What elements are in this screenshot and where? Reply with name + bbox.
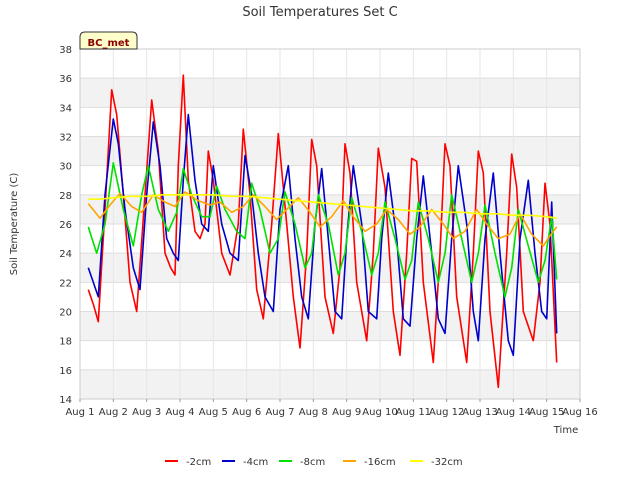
x-tick-label: Aug 16	[562, 407, 597, 418]
legend-item: -8cm	[279, 457, 325, 468]
legend-item: -16cm	[343, 457, 396, 468]
x-tick-label: Aug 14	[496, 407, 531, 418]
y-tick-label: 16	[59, 366, 72, 377]
x-tick-label: Aug 13	[462, 407, 497, 418]
x-tick-label: Aug 4	[165, 407, 194, 418]
y-tick-label: 26	[59, 220, 72, 231]
legend-label: -16cm	[364, 457, 396, 468]
background-band	[80, 78, 580, 108]
y-tick-label: 28	[59, 191, 72, 202]
y-tick-label: 36	[59, 74, 72, 85]
legend-item: -4cm	[222, 457, 268, 468]
y-axis-ticks: 14 16 18 20 22 24 26 28 30 32 34 36 38	[59, 45, 72, 406]
series-line-32cm	[88, 194, 557, 219]
y-axis-label: Soil Temperature (C)	[9, 173, 20, 276]
x-tick-label: Aug 7	[265, 407, 294, 418]
legend-label: -8cm	[300, 457, 325, 468]
x-axis-label: Time	[553, 425, 578, 436]
legend-item: -32cm	[410, 457, 463, 468]
series-line-4cm	[87, 113, 558, 357]
y-tick-label: 38	[59, 45, 72, 56]
x-tick-label: Aug 1	[65, 407, 94, 418]
plot-background-bands	[80, 78, 580, 399]
badge-label: BC_met	[88, 38, 130, 49]
series-line-2cm	[87, 74, 558, 389]
x-tick-label: Aug 15	[529, 407, 564, 418]
x-tick-label: Aug 6	[232, 407, 261, 418]
y-tick-label: 34	[59, 103, 72, 114]
background-band	[80, 369, 580, 399]
series-line-16cm	[87, 191, 558, 247]
y-tick-label: 22	[59, 278, 72, 289]
badge-box	[79, 31, 138, 50]
x-tick-label: Aug 11	[396, 407, 431, 418]
x-tick-label: Aug 3	[132, 407, 161, 418]
legend-label: -2cm	[186, 457, 211, 468]
y-tick-label: 14	[59, 395, 72, 406]
y-tick-label: 20	[59, 308, 72, 319]
badge: BC_met	[79, 31, 138, 50]
y-tick-label: 18	[59, 337, 72, 348]
x-tick-label: Aug 12	[429, 407, 464, 418]
background-band	[80, 194, 580, 224]
y-tick-label: 32	[59, 133, 72, 144]
y-tick-label: 30	[59, 162, 72, 173]
x-tick-label: Aug 2	[99, 407, 128, 418]
legend-label: -4cm	[243, 457, 268, 468]
x-tick-label: Aug 9	[332, 407, 361, 418]
x-tick-label: Aug 5	[199, 407, 228, 418]
series-line-8cm	[87, 162, 558, 298]
chart-title: Soil Temperatures Set C	[242, 5, 397, 20]
x-axis-ticks: Aug 1 Aug 2 Aug 3 Aug 4 Aug 5 Aug 6 Aug 7 Aug 8…	[65, 399, 598, 418]
series-lines	[87, 74, 558, 389]
legend-item: -2cm	[165, 457, 211, 468]
legend: -2cm -4cm -8cm -16cm -32cm	[165, 457, 463, 468]
background-band	[80, 136, 580, 166]
plot-frame	[79, 48, 581, 400]
y-tick-label: 24	[59, 249, 72, 260]
x-tick-label: Aug 8	[299, 407, 328, 418]
x-tick-label: Aug 10	[362, 407, 397, 418]
legend-label: -32cm	[431, 457, 463, 468]
